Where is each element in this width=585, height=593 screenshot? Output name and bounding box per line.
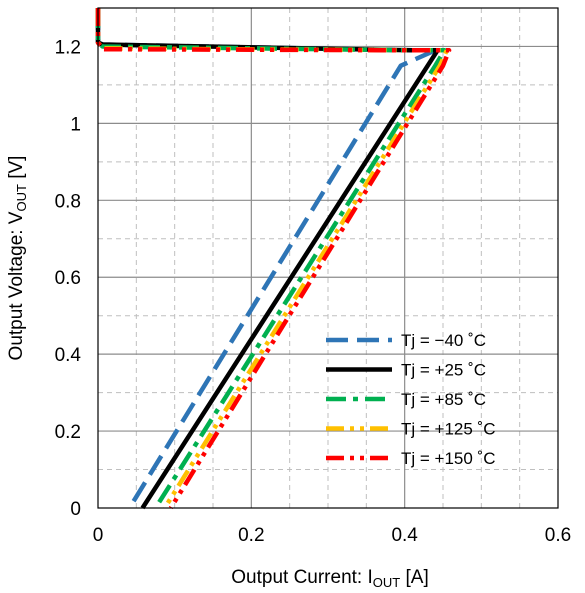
series-line-3 xyxy=(95,8,447,510)
y-tick-label: 0.2 xyxy=(55,422,81,443)
series-layer xyxy=(95,8,452,510)
y-tick-labels: 0 0.2 0.4 0.6 0.8 1 1.2 xyxy=(55,37,82,520)
series-line-5 xyxy=(95,8,452,510)
y-axis-label-main: Output Voltage: V xyxy=(6,211,27,360)
x-axis-label: Output Current: IOUT [A] xyxy=(231,567,428,590)
y-axis-label: Output Voltage: VOUT [V] xyxy=(6,156,29,361)
x-tick-label: 0.2 xyxy=(238,525,264,546)
legend-label-2: Tj = +25 ˚C xyxy=(401,361,486,380)
y-tick-label: 0.8 xyxy=(55,191,81,212)
x-axis-label-main: Output Current: I xyxy=(231,567,373,588)
legend-label-1: Tj = −40 ˚C xyxy=(401,331,486,350)
legend-label-5: Tj = +150 ˚C xyxy=(401,449,496,468)
plot-frame xyxy=(97,7,559,509)
x-tick-label: 0 xyxy=(93,525,104,546)
series-line-4 xyxy=(95,8,450,510)
x-tick-label: 0.6 xyxy=(545,525,571,546)
y-tick-label: 1.2 xyxy=(55,37,81,58)
x-tick-label: 0.4 xyxy=(391,525,418,546)
series-line-1 xyxy=(95,8,438,510)
legend-label-4: Tj = +125 ˚C xyxy=(401,420,496,439)
y-axis-label-unit: [V] xyxy=(6,156,27,185)
y-axis-label-sub: OUT xyxy=(14,184,29,212)
x-axis-label-unit: [A] xyxy=(400,567,429,588)
y-tick-label: 1 xyxy=(70,114,81,135)
x-axis-label-sub: OUT xyxy=(373,575,401,590)
y-tick-label: 0.4 xyxy=(55,345,82,366)
x-tick-labels: 0 0.2 0.4 0.6 xyxy=(93,525,572,546)
y-tick-label: 0.6 xyxy=(55,268,81,289)
legend: Tj = −40 ˚C Tj = +25 ˚C Tj = +85 ˚C Tj = +1… xyxy=(326,331,496,468)
series-line-2 xyxy=(95,8,440,510)
y-tick-label: 0 xyxy=(70,499,81,520)
legend-label-3: Tj = +85 ˚C xyxy=(401,390,486,409)
